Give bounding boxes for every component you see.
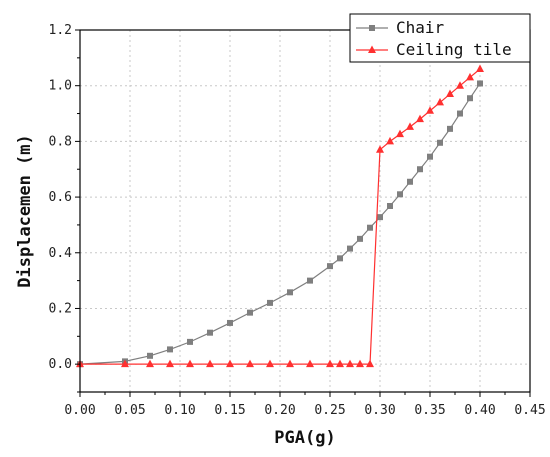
data-point-ceiling-tile (456, 81, 464, 89)
data-point-ceiling-tile (346, 359, 354, 368)
y-axis-title: Displacemen (m) (15, 134, 35, 288)
data-point-chair (187, 338, 193, 345)
data-point-ceiling-tile (356, 359, 364, 368)
ticks (75, 29, 531, 397)
data-point-chair (167, 346, 173, 353)
data-point-chair (147, 352, 153, 359)
legend-marker-ceiling-tile (368, 45, 376, 53)
x-tick-label-6: 0.30 (364, 403, 395, 418)
y-tick-labels: 0.0 0.2 0.4 0.6 0.8 1.0 1.2 (49, 23, 73, 372)
y-tick-label-0: 0.0 (49, 357, 72, 372)
data-point-ceiling-tile (476, 64, 484, 72)
legend-marker-chair (369, 25, 375, 31)
x-tick-label-4: 0.20 (264, 403, 295, 418)
data-point-chair (397, 191, 403, 198)
data-point-chair (447, 125, 453, 132)
data-point-ceiling-tile (226, 359, 234, 368)
x-tick-label-7: 0.35 (414, 403, 445, 418)
data-point-chair (387, 202, 393, 209)
data-point-ceiling-tile (166, 359, 174, 368)
data-point-chair (227, 319, 233, 326)
data-point-chair (307, 277, 313, 284)
y-tick-label-5: 1.0 (49, 79, 72, 94)
data-point-ceiling-tile (306, 359, 314, 368)
data-point-chair (357, 235, 363, 242)
y-tick-label-6: 1.2 (49, 23, 72, 38)
series-ceiling-tile (76, 64, 484, 368)
legend-box (349, 13, 531, 63)
data-point-ceiling-tile (246, 359, 254, 368)
data-point-chair (367, 224, 373, 231)
data-point-ceiling-tile (326, 359, 334, 368)
data-point-chair (427, 153, 433, 160)
data-point-chair (437, 139, 443, 146)
data-point-ceiling-tile (376, 145, 384, 153)
data-point-ceiling-tile (446, 89, 454, 98)
data-point-chair (207, 329, 213, 336)
x-tick-labels: 0.00 0.05 0.10 0.15 0.20 0.25 0.30 0.35 0.40 0.45 (64, 403, 545, 418)
x-tick-label-2: 0.10 (164, 403, 195, 418)
y-tick-label-4: 0.8 (49, 134, 72, 149)
data-point-ceiling-tile (416, 114, 424, 123)
data-point-ceiling-tile (146, 359, 154, 368)
x-tick-label-5: 0.25 (314, 403, 345, 418)
y-tick-label-2: 0.4 (49, 246, 73, 261)
x-tick-label-3: 0.15 (214, 403, 245, 418)
data-point-chair (377, 214, 383, 221)
legend: Chair Ceiling tile (349, 13, 531, 63)
x-tick-label-9: 0.45 (514, 403, 545, 418)
data-point-ceiling-tile (121, 359, 129, 368)
data-point-chair (407, 178, 413, 185)
y-tick-label-3: 0.6 (49, 190, 72, 205)
data-point-chair (267, 299, 273, 306)
x-axis-title: PGA(g) (274, 428, 335, 448)
data-point-chair (417, 166, 423, 173)
data-point-ceiling-tile (436, 97, 444, 106)
data-point-chair (247, 309, 253, 316)
data-point-ceiling-tile (286, 359, 294, 368)
data-point-ceiling-tile (336, 359, 344, 368)
data-point-ceiling-tile (396, 129, 404, 138)
legend-label-ceiling-tile: Ceiling tile (396, 40, 512, 59)
data-point-chair (347, 245, 353, 252)
x-tick-label-1: 0.05 (114, 403, 145, 418)
data-point-ceiling-tile (406, 122, 414, 130)
data-point-chair (327, 263, 333, 270)
grid (80, 30, 530, 392)
x-tick-label-8: 0.40 (464, 403, 495, 418)
data-point-ceiling-tile (266, 359, 274, 368)
data-point-ceiling-tile (466, 72, 474, 81)
data-point-ceiling-tile (366, 359, 374, 368)
legend-label-chair: Chair (396, 18, 445, 37)
data-point-ceiling-tile (206, 359, 214, 368)
data-point-chair (337, 255, 343, 262)
data-point-ceiling-tile (426, 106, 434, 114)
series-chair (77, 80, 483, 368)
data-point-chair (457, 110, 463, 117)
data-point-chair (477, 80, 483, 87)
data-point-chair (467, 95, 473, 102)
series-layer (76, 64, 484, 368)
data-point-chair (287, 289, 293, 296)
data-point-ceiling-tile (186, 359, 194, 368)
x-tick-label-0: 0.00 (64, 403, 95, 418)
data-point-ceiling-tile (386, 136, 394, 145)
y-tick-label-1: 0.2 (49, 301, 72, 316)
